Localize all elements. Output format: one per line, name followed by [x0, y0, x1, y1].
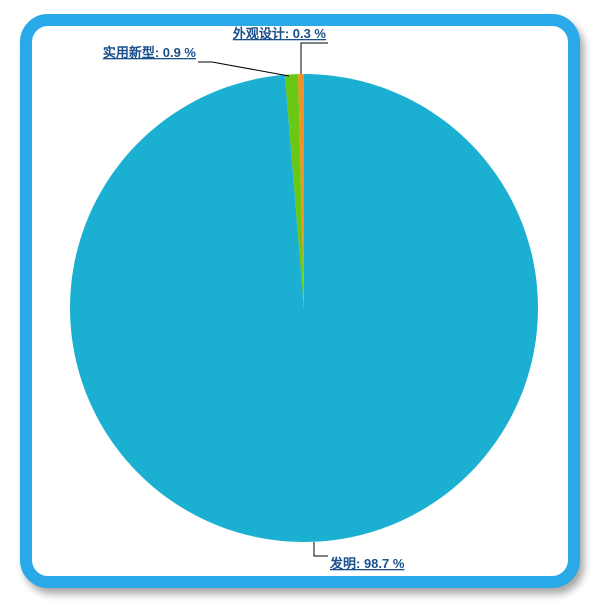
leader-utility_model	[198, 62, 289, 76]
label-utility_model: 实用新型: 0.9 %	[103, 45, 197, 60]
leader-invention	[314, 542, 328, 556]
label-invention: 发明: 98.7 %	[329, 556, 405, 571]
pie-slices	[70, 74, 538, 542]
leader-design	[301, 43, 328, 74]
chart-frame: 发明: 98.7 % 实用新型: 0.9 % 外观设计: 0.3 %	[20, 14, 580, 588]
label-design: 外观设计: 0.3 %	[232, 26, 327, 41]
pie-chart-svg: 发明: 98.7 % 实用新型: 0.9 % 外观设计: 0.3 %	[32, 26, 568, 576]
